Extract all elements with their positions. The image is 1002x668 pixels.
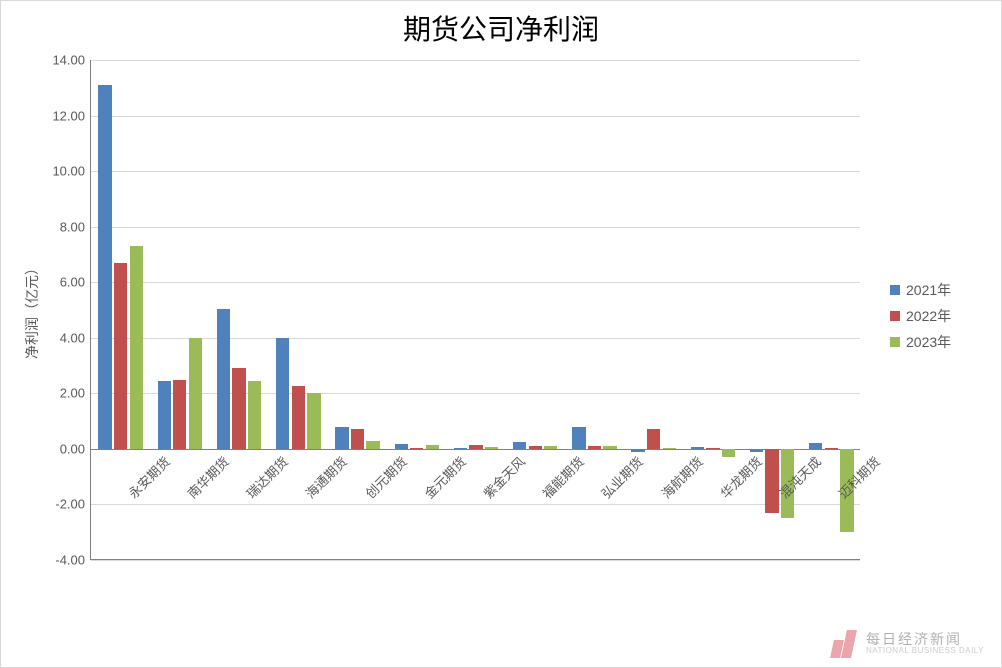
chart-title: 期货公司净利润 — [0, 8, 1002, 48]
plot-area: -4.00-2.000.002.004.006.008.0010.0012.00… — [90, 60, 860, 560]
x-tick-label: 华龙期货 — [713, 449, 766, 502]
bar — [232, 368, 245, 449]
bar — [663, 448, 676, 449]
bar — [647, 429, 660, 448]
legend-item: 2023年 — [890, 332, 951, 352]
y-tick-label: -4.00 — [55, 553, 91, 568]
bar — [158, 381, 171, 449]
x-tick-label: 紫金天风 — [476, 449, 529, 502]
x-tick-label: 海航期货 — [653, 449, 706, 502]
bar — [544, 446, 557, 449]
gridline — [91, 171, 860, 172]
bar — [335, 427, 348, 449]
gridline — [91, 282, 860, 283]
x-tick-label: 混沌天成 — [772, 449, 825, 502]
bar — [114, 263, 127, 449]
gridline — [91, 227, 860, 228]
x-tick-label: 创元期货 — [357, 449, 410, 502]
bar — [603, 446, 616, 449]
gridline — [91, 504, 860, 505]
bar — [469, 445, 482, 449]
bar — [395, 444, 408, 449]
bar — [366, 441, 379, 449]
bar — [248, 381, 261, 449]
gridline — [91, 60, 860, 61]
bar — [485, 447, 498, 449]
x-tick-label: 弘业期货 — [594, 449, 647, 502]
legend-label: 2021年 — [906, 280, 951, 300]
bar — [217, 309, 230, 449]
x-tick-label: 迈科期货 — [831, 449, 884, 502]
x-tick-label: 瑞达期货 — [239, 449, 292, 502]
bar — [631, 449, 644, 452]
bar — [130, 246, 143, 449]
bar — [691, 447, 704, 449]
bar — [750, 449, 763, 452]
legend-label: 2022年 — [906, 306, 951, 326]
watermark-text: 每日经济新闻 NATIONAL BUSINESS DAILY — [866, 632, 984, 656]
gridline — [91, 338, 860, 339]
bar — [189, 338, 202, 449]
bar — [173, 380, 186, 449]
bar — [410, 448, 423, 449]
bar — [307, 393, 320, 449]
bar — [588, 446, 601, 449]
legend-item: 2022年 — [890, 306, 951, 326]
legend-swatch — [890, 311, 900, 321]
bar — [572, 427, 585, 449]
y-tick-label: 14.00 — [52, 53, 91, 68]
y-tick-label: 8.00 — [60, 219, 91, 234]
bar — [706, 448, 719, 449]
x-tick-label: 金元期货 — [416, 449, 469, 502]
gridline — [91, 116, 860, 117]
bar — [351, 429, 364, 448]
y-tick-label: 12.00 — [52, 108, 91, 123]
y-tick-label: 6.00 — [60, 275, 91, 290]
y-tick-label: -2.00 — [55, 497, 91, 512]
legend-swatch — [890, 337, 900, 347]
watermark-cn: 每日经济新闻 — [866, 632, 984, 647]
legend: 2021年 2022年 2023年 — [890, 280, 951, 358]
bar — [292, 386, 305, 449]
y-tick-label: 2.00 — [60, 386, 91, 401]
x-tick-label: 永安期货 — [120, 449, 173, 502]
bar — [722, 449, 735, 457]
watermark-en: NATIONAL BUSINESS DAILY — [866, 647, 984, 656]
zero-line — [91, 449, 860, 450]
y-tick-label: 4.00 — [60, 330, 91, 345]
bar — [454, 448, 467, 449]
x-tick-label: 福能期货 — [535, 449, 588, 502]
y-tick-label: 0.00 — [60, 441, 91, 456]
watermark: 每日经济新闻 NATIONAL BUSINESS DAILY — [830, 630, 984, 658]
bar — [825, 448, 838, 449]
bar — [513, 442, 526, 449]
chart-container: 期货公司净利润 -4.00-2.000.002.004.006.008.0010… — [0, 0, 1002, 668]
bar — [276, 338, 289, 449]
y-tick-label: 10.00 — [52, 164, 91, 179]
y-axis-title: 净利润（亿元） — [22, 261, 42, 359]
bar — [426, 445, 439, 449]
x-tick-label: 海通期货 — [298, 449, 351, 502]
bar — [809, 443, 822, 449]
gridline — [91, 393, 860, 394]
gridline — [91, 560, 860, 561]
legend-item: 2021年 — [890, 280, 951, 300]
legend-label: 2023年 — [906, 332, 951, 352]
watermark-icon — [830, 630, 860, 658]
legend-swatch — [890, 285, 900, 295]
bar — [529, 446, 542, 449]
x-tick-label: 南华期货 — [179, 449, 232, 502]
bar — [98, 85, 111, 449]
